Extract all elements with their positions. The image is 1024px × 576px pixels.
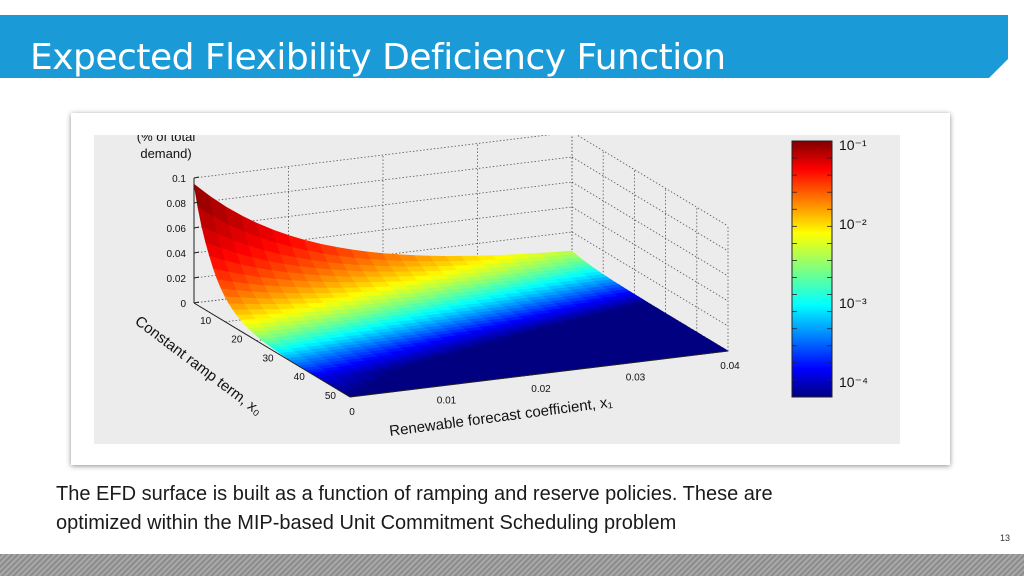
efd-surface-chart: 0 0.02 0.04 0.06 0.08 0.1 10 20 30 40 50 0 0.01 0.02 0… <box>132 135 868 440</box>
grid-line <box>193 181 573 229</box>
grid-line <box>571 231 729 327</box>
z-tick-label: 0.04 <box>167 249 187 260</box>
caption-line-2: optimized within the MIP-based Unit Comm… <box>56 512 677 534</box>
grid-line <box>571 156 729 252</box>
colorbar-tick-label: 10⁻² <box>839 216 867 232</box>
z-tick-label: 0.1 <box>172 174 186 185</box>
x0-axis-line <box>193 302 351 398</box>
slide-title: Expected Flexibility Deficiency Function <box>30 37 726 78</box>
figure-frame: 0 0.02 0.04 0.06 0.08 0.1 10 20 30 40 50 0 0.01 0.02 0… <box>71 113 950 465</box>
colorbar: 10⁻¹ 10⁻² 10⁻³ 10⁻⁴ <box>791 137 868 398</box>
x1-tick-label: 0.04 <box>720 361 740 372</box>
z-tick <box>193 176 200 179</box>
colorbar-gradient <box>791 140 833 398</box>
z-tick-label: 0.08 <box>167 199 187 210</box>
title-bar-background <box>0 15 1008 78</box>
x0-tick-label: 30 <box>262 353 274 364</box>
caption-line-1: The EFD surface is built as a function o… <box>56 483 773 505</box>
x0-tick-label: 50 <box>325 391 337 402</box>
z-tick-label: 0.06 <box>167 224 187 235</box>
x1-tick-label: 0.02 <box>531 384 551 395</box>
colorbar-tick-label: 10⁻¹ <box>839 137 867 153</box>
footer-stripe <box>0 554 1024 576</box>
z-tick-label: 0 <box>180 299 186 310</box>
colorbar-tick-label: 10⁻³ <box>839 295 867 311</box>
x1-axis-label: Renewable forecast coefficient, x₁ <box>388 394 613 440</box>
z-tick <box>193 276 200 279</box>
colorbar-tick-label: 10⁻⁴ <box>839 374 868 390</box>
z-axis-label-line2: demand) <box>140 146 191 161</box>
title-bar: Expected Flexibility Deficiency Function <box>0 15 1008 78</box>
chart-area: 0 0.02 0.04 0.06 0.08 0.1 10 20 30 40 50 0 0.01 0.02 0… <box>94 135 900 444</box>
z-tick-label: 0.02 <box>167 274 187 285</box>
x1-tick-label: 0 <box>349 407 355 418</box>
title-bar-shape <box>0 15 1008 78</box>
grid-line <box>576 135 729 227</box>
slide-number: 13 <box>1000 533 1011 543</box>
x1-axis-line <box>349 350 729 398</box>
x0-tick-label: 10 <box>200 316 212 327</box>
grid-line <box>571 206 729 302</box>
x0-axis-label: Constant ramp term, x₀ <box>132 313 266 420</box>
grid-line <box>193 156 573 204</box>
x1-tick-label: 0.03 <box>626 373 646 384</box>
z-tick <box>193 201 200 204</box>
grid-line <box>193 135 551 179</box>
grid-line <box>571 181 729 277</box>
x1-tick-label: 0.01 <box>437 396 457 407</box>
z-tick <box>193 251 200 254</box>
axes-layer <box>193 176 729 398</box>
x0-tick-label: 20 <box>231 335 243 346</box>
z-tick <box>193 301 200 304</box>
x0-tick-label: 40 <box>294 372 306 383</box>
z-axis-label-line1: (% of total <box>137 135 196 144</box>
z-tick <box>193 226 200 229</box>
surface-layer <box>193 183 729 398</box>
caption: The EFD surface is built as a function o… <box>56 480 986 538</box>
